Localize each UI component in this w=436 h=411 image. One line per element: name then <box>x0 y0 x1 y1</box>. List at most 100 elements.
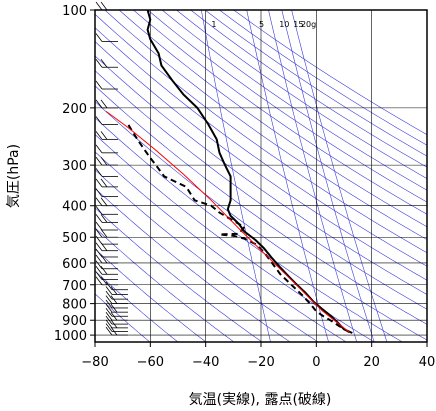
wind-barb-feather <box>110 326 118 336</box>
wind-barb-feather <box>105 319 113 329</box>
wind-barb-feather <box>100 276 108 285</box>
dry-adiabat-line <box>95 55 427 295</box>
wind-barb-feather <box>100 59 108 68</box>
wind-barb-feather <box>95 206 103 215</box>
wind-barb-feather <box>105 303 113 313</box>
series-layer <box>105 10 353 334</box>
wind-barb-feather <box>95 235 103 245</box>
wind-barb-feather <box>110 295 118 304</box>
x-tick-label: −60 <box>137 355 164 370</box>
wind-barb-feather <box>95 276 103 285</box>
parcel-curve <box>105 110 350 333</box>
dry-adiabat-line <box>161 10 427 191</box>
x-tick-label: 40 <box>419 355 436 370</box>
wind-barb-feather <box>105 290 113 300</box>
wind-barb-feather <box>95 271 103 280</box>
mixing-ratio-line <box>201 10 271 342</box>
y-tick-label: 600 <box>62 257 87 272</box>
wind-barb-feather <box>95 266 103 275</box>
mixing-ratio-line <box>291 10 388 342</box>
wind-barb-feather <box>100 1 108 11</box>
wind-barb-feather <box>105 281 113 290</box>
wind-barb-feather <box>100 131 108 140</box>
dry-adiabat-line <box>133 10 427 215</box>
wind-barb-feather <box>100 229 108 238</box>
dewpoint-curve <box>127 123 351 334</box>
wind-barb-feather <box>110 286 118 295</box>
wind-barb-feather <box>105 311 113 321</box>
wind-barb-feather <box>100 214 108 223</box>
wind-barb-feather <box>95 214 103 223</box>
dry-adiabat-line <box>147 10 427 203</box>
dry-adiabat-line <box>95 151 347 342</box>
wind-barb-feather <box>95 221 103 231</box>
x-tick-label: −20 <box>247 355 274 370</box>
wind-barb-feather <box>100 197 108 206</box>
wind-barb-feather <box>95 1 103 11</box>
x-tick-label: 20 <box>363 355 380 370</box>
x-axis-title: 気温(実線), 露点(破線) <box>189 392 332 408</box>
dry-adiabat-line <box>95 27 427 267</box>
mixing-ratio-label: 20g <box>301 20 316 29</box>
wind-barb-feather <box>95 260 103 269</box>
x-tick-label: −40 <box>192 355 219 370</box>
dry-adiabat-line <box>95 227 235 342</box>
wind-barb-feather <box>95 116 103 125</box>
wind-barb-feather <box>95 156 103 166</box>
wind-barb-feather <box>105 326 113 336</box>
dry-adiabat-line <box>95 169 319 342</box>
dry-adiabat-line <box>95 187 291 342</box>
wind-barb-feather <box>95 248 103 258</box>
y-tick-label: 400 <box>62 200 87 215</box>
mixing-ratio-label: 5 <box>259 20 264 29</box>
dry-adiabat-line <box>95 134 375 342</box>
wind-barb-feather <box>95 144 103 154</box>
wind-barb-feather <box>105 295 113 304</box>
wind-barb-feather <box>95 131 103 140</box>
y-axis-title: 気圧(hPa) <box>6 144 22 208</box>
dry-adiabat-line <box>104 10 427 240</box>
wind-barb-feather <box>100 156 108 166</box>
x-tick-label: 0 <box>312 355 320 370</box>
dry-adiabat-line <box>219 10 427 146</box>
wind-barb-feather <box>95 229 103 238</box>
dry-adiabat-line <box>95 101 427 341</box>
dry-adiabat-line <box>118 10 427 228</box>
wind-barb-feather <box>105 315 113 325</box>
dry-adiabat-line <box>204 10 427 157</box>
y-tick-label: 700 <box>62 279 87 294</box>
dry-adiabat-line <box>176 10 427 179</box>
mixing-ratio-line <box>246 10 329 342</box>
grid-layer <box>95 10 427 342</box>
mixing-ratio-line <box>268 10 357 342</box>
dry-adiabat-line <box>190 10 427 168</box>
dry-adiabat-line <box>95 293 150 342</box>
wind-barb-feather <box>105 323 113 332</box>
y-tick-label: 1000 <box>54 329 87 344</box>
wind-barb-feather <box>100 266 108 275</box>
mixing-ratio-label: 1 <box>211 20 216 29</box>
mixing-ratio-label: 10 <box>279 20 289 29</box>
wind-barb-feather <box>100 99 108 109</box>
wind-barb-feather <box>95 59 103 68</box>
x-tick-label: −80 <box>81 355 108 370</box>
wind-barb-feather <box>95 168 103 177</box>
y-tick-label: 100 <box>62 4 87 19</box>
wind-barb-feather <box>105 286 113 295</box>
wind-barb-feather <box>95 80 103 90</box>
wind-barb-feather <box>95 188 103 197</box>
mixing-ratio-label: 15 <box>293 20 303 29</box>
wind-barb-feather <box>95 99 103 109</box>
wind-barbs-layer <box>95 1 128 336</box>
dry-adiabat-line <box>95 70 427 310</box>
wind-barb-feather <box>95 242 103 251</box>
dry-adiabat-line <box>95 270 178 342</box>
wind-barb-feather <box>105 308 113 317</box>
wind-barb-feather <box>95 33 103 42</box>
x-axis: −80 −60 −40 −20 0 20 40 <box>81 342 435 370</box>
y-tick-label: 800 <box>62 298 87 313</box>
dry-adiabat-line <box>95 13 427 254</box>
